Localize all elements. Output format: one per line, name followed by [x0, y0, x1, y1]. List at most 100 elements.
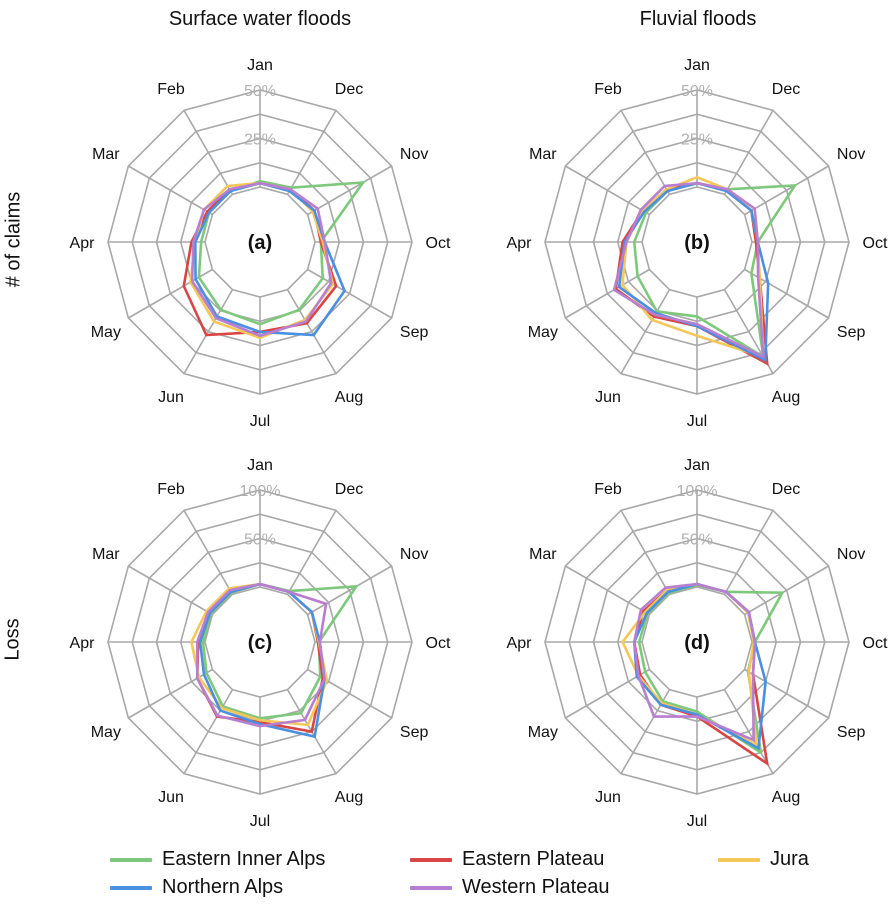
- grid-spoke: [723, 509, 774, 595]
- radar-charts: 25% 50% Jan Feb Mar Apr May Jun Jul Aug Sep Oct Nov D…: [70, 57, 888, 830]
- month-label: Nov: [837, 546, 865, 563]
- month-label: Apr: [507, 635, 533, 652]
- month-label: Dec: [335, 81, 363, 98]
- radar-panel-d: 50% 100% Jan Feb Mar Apr May Jun Jul Aug Sep Oct Nov…: [507, 457, 888, 830]
- month-label: Nov: [400, 146, 428, 163]
- grid-spoke: [744, 565, 830, 616]
- month-label: Mar: [529, 146, 557, 163]
- grid-spoke: [723, 109, 774, 195]
- series-line-western-plateau: [190, 181, 333, 338]
- tick-label: 25%: [244, 132, 276, 149]
- legend: Eastern Inner Alps Eastern Plateau Jura …: [110, 848, 850, 908]
- legend-item-northern-alps: Northern Alps: [110, 876, 283, 899]
- legend-label: Northern Alps: [162, 876, 284, 898]
- month-label: Nov: [837, 146, 865, 163]
- month-label: May: [91, 324, 121, 341]
- month-label: Jan: [247, 457, 273, 474]
- month-label: Jan: [247, 57, 273, 74]
- tick-label: 25%: [681, 132, 713, 149]
- radar-panel-a: 25% 50% Jan Feb Mar Apr May Jun Jul Aug Sep Oct Nov D…: [70, 57, 451, 430]
- legend-swatch: [110, 885, 152, 890]
- month-label: Apr: [70, 235, 96, 252]
- legend-item-western-plateau: Western Plateau: [410, 876, 610, 899]
- month-label: Jul: [250, 413, 270, 430]
- month-label: Aug: [772, 389, 800, 406]
- month-label: Feb: [157, 481, 185, 498]
- month-label: Oct: [426, 635, 451, 652]
- tick-label: 100%: [240, 483, 281, 500]
- month-label: Jul: [687, 413, 707, 430]
- radar-panel-b: 25% 50% Jan Feb Mar Apr May Jun Jul Aug Sep Oct Nov D…: [507, 57, 888, 430]
- panel-label: (c): [248, 632, 272, 654]
- month-label: May: [91, 724, 121, 741]
- legend-swatch: [718, 857, 760, 862]
- month-label: Dec: [772, 481, 800, 498]
- month-label: Jan: [684, 457, 710, 474]
- series-line-western-plateau: [195, 582, 328, 728]
- grid-spoke: [564, 268, 650, 319]
- grid-spoke: [620, 109, 671, 195]
- month-label: Oct: [426, 235, 451, 252]
- grid-spoke: [564, 565, 650, 616]
- grid-spoke: [127, 165, 213, 216]
- month-label: Nov: [400, 546, 428, 563]
- legend-label: Eastern Inner Alps: [162, 848, 326, 870]
- radar-panel-c: 50% 100% Jan Feb Mar Apr May Jun Jul Aug Sep Oct Nov…: [70, 457, 451, 830]
- month-label: Aug: [335, 389, 363, 406]
- month-label: Dec: [772, 81, 800, 98]
- tick-label: 50%: [244, 83, 276, 100]
- legend-item-eastern-inner-alps: Eastern Inner Alps: [110, 848, 325, 871]
- month-label: Apr: [507, 235, 533, 252]
- grid-spoke: [127, 565, 213, 616]
- grid-spoke: [307, 165, 393, 216]
- panel-label: (a): [248, 232, 272, 254]
- month-label: Oct: [863, 235, 888, 252]
- column-title-fluvial: Fluvial floods: [639, 8, 757, 30]
- legend-item-eastern-plateau: Eastern Plateau: [410, 848, 604, 871]
- series-line-northern-alps: [617, 181, 770, 363]
- grid-spoke: [620, 509, 671, 595]
- tick-label: 50%: [681, 83, 713, 100]
- month-label: Sep: [837, 324, 866, 341]
- month-label: Oct: [863, 635, 888, 652]
- month-label: Mar: [529, 546, 557, 563]
- series-line-western-plateau: [632, 582, 757, 742]
- month-label: Apr: [70, 635, 96, 652]
- column-title-surface-water: Surface water floods: [168, 8, 352, 30]
- month-label: Feb: [157, 81, 185, 98]
- grid-spoke: [183, 289, 234, 375]
- grid-spoke: [564, 165, 650, 216]
- grid-spoke: [564, 668, 650, 719]
- month-label: Feb: [594, 481, 622, 498]
- grid-spoke: [183, 509, 234, 595]
- tick-label: 50%: [681, 532, 713, 549]
- legend-label: Eastern Plateau: [462, 848, 605, 870]
- panel-label: (b): [684, 232, 710, 254]
- month-label: Jan: [684, 57, 710, 74]
- series-line-eastern-inner-alps: [632, 181, 798, 360]
- legend-label: Western Plateau: [462, 876, 610, 898]
- grid-spoke: [286, 289, 337, 375]
- grid-spoke: [723, 689, 774, 775]
- tick-label: 100%: [677, 483, 718, 500]
- month-label: Aug: [772, 789, 800, 806]
- month-label: Jun: [158, 389, 184, 406]
- month-label: Aug: [335, 789, 363, 806]
- month-label: Mar: [92, 146, 120, 163]
- month-label: Sep: [837, 724, 866, 741]
- panel-label: (d): [684, 632, 710, 654]
- legend-label: Jura: [770, 848, 809, 870]
- grid-spoke: [744, 165, 830, 216]
- grid-spoke: [620, 289, 671, 375]
- grid-spoke: [744, 668, 830, 719]
- month-label: Sep: [400, 324, 429, 341]
- series-line-western-plateau: [612, 181, 765, 359]
- month-label: Feb: [594, 81, 622, 98]
- month-label: May: [528, 724, 558, 741]
- legend-swatch: [410, 885, 452, 890]
- series-line-eastern-inner-alps: [201, 582, 359, 720]
- grid-spoke: [183, 689, 234, 775]
- month-label: May: [528, 324, 558, 341]
- month-label: Jun: [158, 789, 184, 806]
